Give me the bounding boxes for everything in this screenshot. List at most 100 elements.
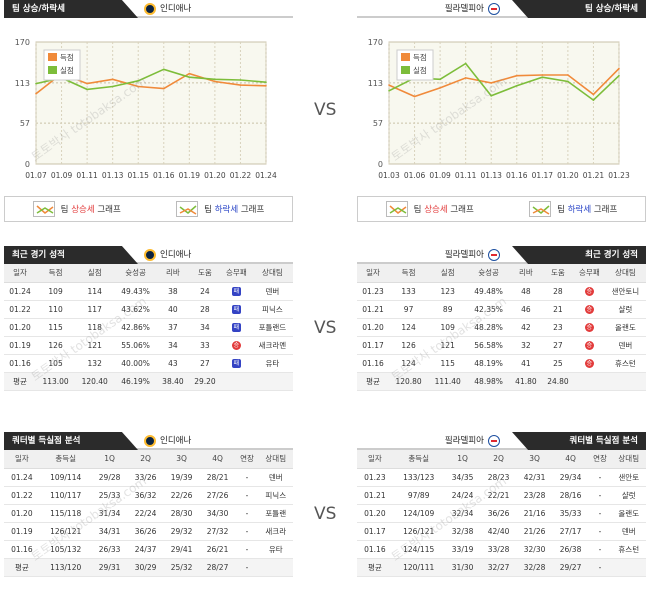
data-point bbox=[439, 87, 441, 89]
quarter-panel-right: 필라델피아 쿼터별 득실점 분석 일자 총득실 1Q 2Q 3Q 4Q 연장 상대팀 01.23… bbox=[357, 432, 646, 577]
data-point bbox=[567, 80, 569, 83]
data-point bbox=[413, 95, 416, 98]
team-label: 필라델피아 bbox=[444, 250, 484, 260]
table-cell: 포틀랜 bbox=[258, 504, 293, 523]
y-tick-label: 57 bbox=[20, 119, 30, 128]
table-cell: - bbox=[588, 468, 612, 487]
table-cell: 109 bbox=[36, 282, 76, 301]
column-header: 상대팀 bbox=[604, 264, 646, 283]
data-point bbox=[265, 84, 267, 87]
column-header: 4Q bbox=[552, 450, 589, 469]
down-trend-swatch-icon bbox=[529, 201, 552, 217]
table-cell: 124/109 bbox=[392, 504, 445, 523]
data-point bbox=[35, 82, 37, 85]
up-trend-legend: 팀 상승세 그래프 bbox=[32, 201, 121, 217]
table-row: 01.16 124/115 33/19 33/28 32/30 26/38- 휴스턴 bbox=[357, 540, 646, 559]
data-point bbox=[162, 68, 165, 71]
column-header: 실점 bbox=[428, 264, 468, 283]
table-cell: 올랜도 bbox=[604, 318, 646, 337]
table-row: 01.16 105/132 26/33 24/37 29/41 26/21- 유타 bbox=[4, 540, 293, 559]
table-cell: - bbox=[588, 558, 612, 577]
table-cell: 19/39 bbox=[163, 468, 200, 487]
table-cell: 42.86% bbox=[114, 318, 157, 337]
column-header: 승무패 bbox=[220, 264, 252, 283]
table-cell: 36/32 bbox=[127, 486, 164, 505]
legend-up-word: 상승세 bbox=[71, 205, 95, 215]
table-cell: 126/121 bbox=[39, 522, 92, 541]
table-cell: 35/33 bbox=[552, 504, 589, 523]
table-cell: 120/111 bbox=[392, 558, 445, 577]
table-cell: - bbox=[588, 540, 612, 559]
table-cell: 01.24 bbox=[4, 282, 37, 301]
table-cell: 30/29 bbox=[127, 558, 164, 577]
average-row: 평균 120/111 31/30 32/27 32/28 29/27- bbox=[357, 558, 646, 577]
table-row: 01.24 109/114 29/28 33/26 19/39 28/21- 덴버 bbox=[4, 468, 293, 487]
table-cell: 28/23 bbox=[480, 468, 517, 487]
average-row: 평균 113/120 29/31 30/29 25/32 28/27- bbox=[4, 558, 293, 577]
up-trend-legend: 팀 상승세 그래프 bbox=[385, 201, 474, 217]
table-cell: 32/27 bbox=[480, 558, 517, 577]
table-cell bbox=[251, 372, 293, 391]
data-point bbox=[541, 76, 544, 78]
table-cell: 113.00 bbox=[36, 372, 76, 391]
table-cell: 33/28 bbox=[480, 540, 517, 559]
legend-text: 그래프 bbox=[238, 205, 265, 215]
table-cell: 샬럿 bbox=[604, 300, 646, 319]
data-point bbox=[111, 78, 114, 81]
table-cell: 21/26 bbox=[516, 522, 553, 541]
table-cell: 111.40 bbox=[428, 372, 468, 391]
team-label: 인디애나 bbox=[160, 250, 192, 260]
data-point bbox=[239, 79, 242, 81]
legend-text: 팀 bbox=[413, 205, 425, 215]
data-point bbox=[490, 95, 493, 97]
table-cell: 유타 bbox=[258, 540, 293, 559]
table-cell: 55.06% bbox=[114, 336, 157, 355]
table-cell bbox=[258, 558, 293, 577]
team-label: 인디애나 bbox=[160, 4, 192, 14]
table-cell: 28 bbox=[188, 300, 221, 319]
data-point bbox=[618, 74, 620, 77]
table-cell: 121 bbox=[75, 336, 115, 355]
recent-tag-left: 최근 경기 성적 bbox=[4, 246, 138, 264]
average-row: 평균 120.80 111.40 48.98% 41.80 24.80 bbox=[357, 372, 646, 391]
table-cell: 승 bbox=[573, 300, 605, 319]
x-tick-label: 01.06 bbox=[404, 171, 426, 180]
up-trend-swatch-icon bbox=[385, 201, 408, 217]
table-cell: 26/33 bbox=[91, 540, 128, 559]
table-cell: 01.22 bbox=[4, 486, 40, 505]
table-cell: 피닉스 bbox=[258, 486, 293, 505]
table-cell: 올랜도 bbox=[611, 504, 646, 523]
table-cell: 46.19% bbox=[114, 372, 157, 391]
table-cell: 덴버 bbox=[251, 282, 293, 301]
table-cell: 97 bbox=[389, 300, 429, 319]
column-header: 2Q bbox=[480, 450, 517, 469]
data-point bbox=[86, 82, 88, 85]
x-tick-label: 01.19 bbox=[179, 171, 201, 180]
table-cell: 01.16 bbox=[357, 540, 393, 559]
x-tick-label: 01.13 bbox=[102, 171, 124, 180]
column-header: 상대팀 bbox=[258, 450, 293, 469]
table-cell: 29/41 bbox=[163, 540, 200, 559]
table-cell bbox=[220, 372, 252, 391]
x-tick-label: 01.16 bbox=[506, 171, 528, 180]
legend-text: 그래프 bbox=[591, 205, 618, 215]
table-row: 01.17 126/121 32/38 42/40 21/26 27/17- 덴버 bbox=[357, 522, 646, 541]
column-header: 일자 bbox=[4, 450, 40, 469]
quarter-tag-right: 쿼터별 득실점 분석 bbox=[512, 432, 646, 450]
down-trend-legend: 팀 하락세 그래프 bbox=[529, 201, 617, 217]
table-cell: 25/32 bbox=[163, 558, 200, 577]
x-tick-label: 01.03 bbox=[378, 171, 400, 180]
table-cell: 24 bbox=[188, 282, 221, 301]
table-cell: 32 bbox=[509, 336, 542, 355]
table-cell: 01.17 bbox=[357, 336, 390, 355]
data-point bbox=[214, 78, 216, 81]
table-cell: 24.80 bbox=[541, 372, 574, 391]
trend-legend-bar-right: 팀 상승세 그래프 팀 하락세 그래프 bbox=[357, 196, 646, 222]
data-point bbox=[388, 84, 390, 86]
x-tick-label: 01.07 bbox=[25, 171, 47, 180]
data-point bbox=[618, 67, 620, 70]
legend-up-word: 상승세 bbox=[424, 205, 448, 215]
table-cell: 21/16 bbox=[516, 504, 553, 523]
table-cell: - bbox=[235, 522, 259, 541]
